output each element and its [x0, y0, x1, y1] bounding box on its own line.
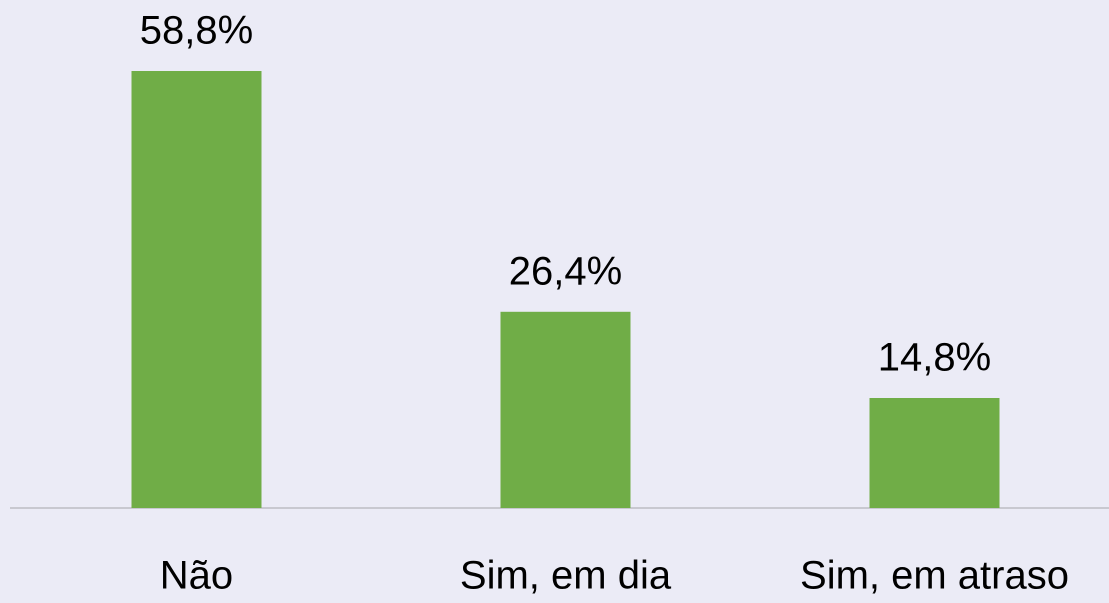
bar	[500, 311, 631, 508]
value-label: 58,8%	[140, 9, 253, 53]
value-label: 26,4%	[509, 249, 622, 293]
x-tick-label: Não	[160, 554, 233, 598]
x-tick-label: Sim, em dia	[460, 554, 672, 598]
bar	[869, 398, 1000, 508]
value-label: 14,8%	[878, 336, 991, 380]
x-tick-label: Sim, em atraso	[800, 554, 1069, 598]
bar	[131, 71, 262, 508]
